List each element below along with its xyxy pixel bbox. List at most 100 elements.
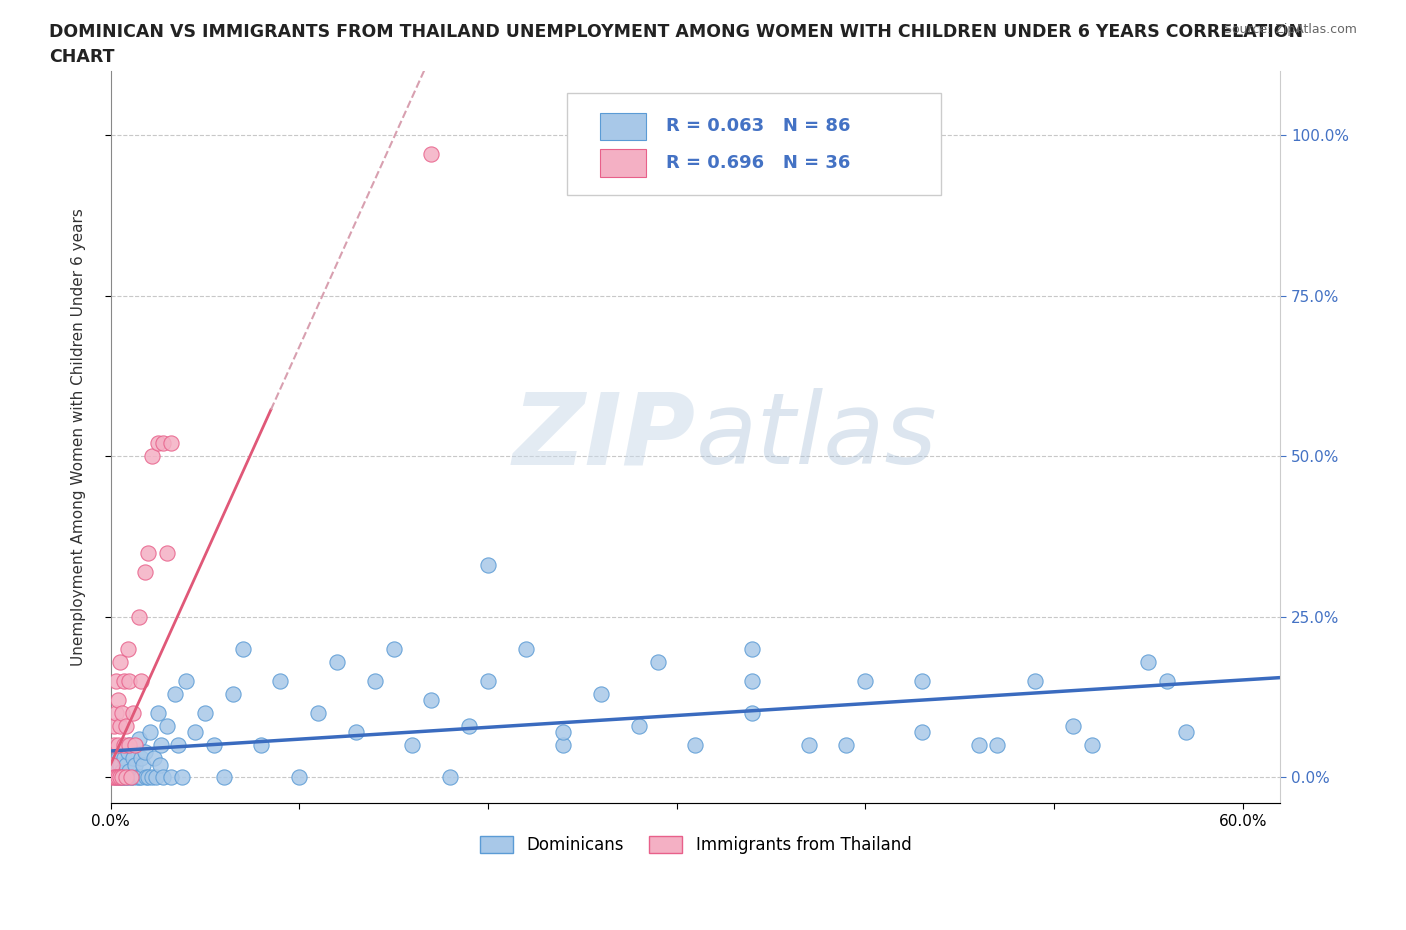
Point (439, 770, 461, 785)
Point (124, 757, 146, 772)
Point (477, 673, 499, 688)
Point (156, 545, 179, 560)
Point (152, 770, 174, 785)
Point (128, 609, 150, 624)
Point (111, 706, 134, 721)
Point (139, 725, 162, 740)
Point (111, 770, 134, 785)
Point (101, 757, 124, 772)
Point (114, 770, 136, 785)
Text: Source: ZipAtlas.com: Source: ZipAtlas.com (1223, 23, 1357, 36)
Point (401, 737, 423, 752)
Point (458, 719, 481, 734)
Point (326, 655, 349, 670)
Point (152, 436, 174, 451)
Point (108, 655, 131, 670)
Point (107, 770, 129, 785)
Point (122, 751, 145, 765)
Point (122, 770, 145, 785)
Point (553, 725, 575, 740)
Point (149, 757, 172, 772)
Point (124, 737, 146, 752)
Point (107, 764, 129, 778)
Point (129, 770, 152, 785)
Point (1175, 725, 1198, 740)
Point (146, 706, 169, 721)
Point (107, 737, 129, 752)
Point (101, 770, 124, 785)
Point (112, 770, 135, 785)
Point (118, 737, 141, 752)
Text: DOMINICAN VS IMMIGRANTS FROM THAILAND UNEMPLOYMENT AMONG WOMEN WITH CHILDREN UND: DOMINICAN VS IMMIGRANTS FROM THAILAND UN… (49, 23, 1303, 41)
Point (118, 737, 141, 752)
Point (105, 770, 128, 785)
Point (105, 673, 128, 688)
Point (420, 147, 443, 162)
Point (136, 770, 159, 785)
Point (167, 737, 190, 752)
Point (129, 673, 152, 688)
Point (163, 686, 186, 701)
Point (184, 725, 207, 740)
Point (194, 706, 217, 721)
Point (108, 770, 131, 785)
FancyBboxPatch shape (599, 149, 647, 177)
Point (156, 719, 179, 734)
Point (117, 770, 139, 785)
Point (853, 673, 876, 688)
Point (741, 673, 763, 688)
Point (1024, 673, 1046, 688)
Point (232, 642, 254, 657)
Point (136, 545, 159, 560)
Point (685, 737, 707, 752)
Point (103, 737, 125, 752)
Text: ZIP: ZIP (512, 389, 696, 485)
Point (122, 706, 145, 721)
Point (108, 770, 131, 785)
Point (103, 770, 125, 785)
Text: R = 0.696   N = 36: R = 0.696 N = 36 (666, 154, 851, 172)
Point (135, 770, 157, 785)
Point (364, 673, 387, 688)
Point (1156, 673, 1178, 688)
Point (741, 642, 763, 657)
Point (107, 693, 129, 708)
Point (250, 737, 273, 752)
Point (911, 725, 934, 740)
Point (1137, 655, 1160, 670)
Point (986, 737, 1008, 752)
Point (128, 770, 150, 785)
Point (150, 737, 173, 752)
Point (553, 737, 575, 752)
Point (627, 719, 650, 734)
Point (741, 706, 763, 721)
Point (117, 642, 139, 657)
Point (105, 706, 128, 721)
Point (515, 642, 537, 657)
Point (1062, 719, 1084, 734)
Point (118, 673, 141, 688)
Point (107, 751, 129, 765)
Point (172, 770, 194, 785)
Point (128, 731, 150, 746)
Point (120, 770, 142, 785)
Point (477, 558, 499, 573)
Text: R = 0.063   N = 86: R = 0.063 N = 86 (666, 117, 851, 136)
Point (174, 673, 197, 688)
Legend: Dominicans, Immigrants from Thailand: Dominicans, Immigrants from Thailand (472, 830, 918, 860)
Point (108, 719, 131, 734)
Point (967, 737, 990, 752)
Point (112, 737, 135, 752)
Point (114, 719, 136, 734)
Point (103, 719, 125, 734)
Point (591, 686, 613, 701)
Text: CHART: CHART (49, 48, 115, 66)
Point (797, 737, 820, 752)
Point (288, 770, 311, 785)
Point (134, 565, 156, 579)
Point (307, 706, 329, 721)
Point (125, 770, 148, 785)
Point (222, 686, 245, 701)
Point (114, 770, 136, 785)
Point (145, 770, 167, 785)
